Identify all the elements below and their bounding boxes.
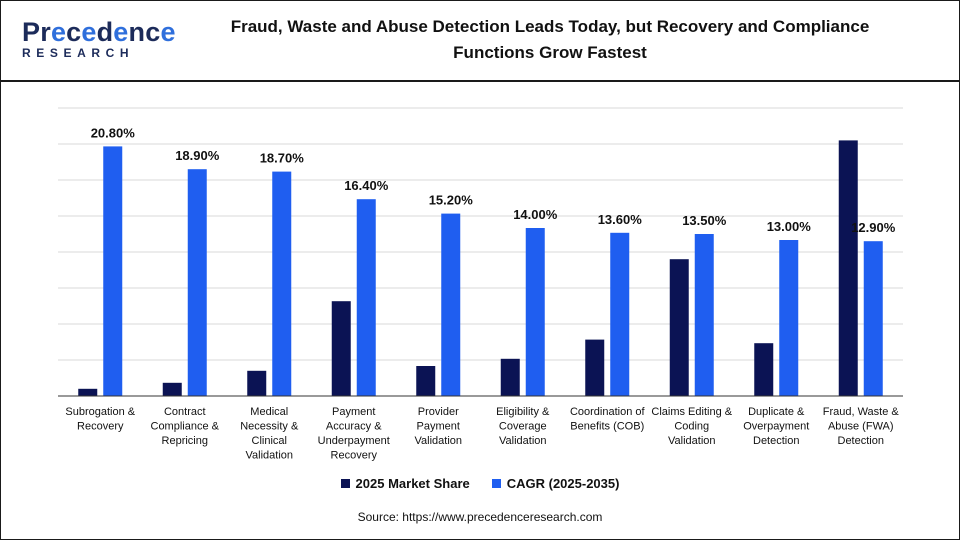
bar-market-share [78, 388, 98, 396]
category-label-line: Duplicate & [748, 406, 805, 418]
data-label-cagr: 14.00% [513, 207, 558, 222]
category-label: Claims Editing & Coding Validation [651, 406, 732, 447]
category-label-line: Recovery [331, 450, 378, 462]
bar-cagr [272, 171, 292, 396]
category-label-line: Benefits (COB) [570, 421, 644, 433]
bar-cagr [441, 213, 461, 396]
data-label-cagr: 20.80% [91, 125, 136, 140]
category-label-line: Coordination of [570, 406, 646, 418]
header-divider [0, 80, 960, 82]
category-label: Contract Compliance & Repricing [151, 406, 220, 447]
bar-market-share [247, 370, 267, 396]
category-label-line: Validation [668, 435, 716, 447]
category-label-line: Payment [417, 421, 460, 433]
category-label: Eligibility & Coverage Validation [496, 406, 550, 447]
category-label-line: Fraud, Waste & [823, 406, 900, 418]
category-label-line: Claims Editing & [651, 406, 732, 418]
gridlines [58, 107, 903, 361]
bars [78, 140, 883, 396]
category-label-line: Coverage [499, 421, 547, 433]
bar-cagr [694, 234, 714, 396]
bar-cagr [103, 146, 123, 396]
bar-market-share [500, 358, 520, 396]
category-label: Provider Payment Validation [415, 406, 463, 447]
category-label: Coordination of Benefits (COB) [570, 406, 646, 433]
category-label-line: Compliance & [151, 421, 220, 433]
legend-label-cagr: CAGR (2025-2035) [506, 476, 620, 491]
data-label-cagr: 13.50% [682, 213, 727, 228]
category-label: Subrogation & Recovery [65, 406, 135, 433]
bar-cagr [863, 241, 883, 396]
category-label-line: Accuracy & [326, 421, 382, 433]
value-labels: 20.80% 18.90% 18.70% 16.40% 15.20% 14.00% 13.6… [91, 125, 896, 235]
legend: 2025 Market Share CAGR (2025-2035) [0, 476, 960, 491]
data-label-cagr: 16.40% [344, 178, 389, 193]
bar-cagr [610, 232, 630, 396]
category-label-line: Overpayment [743, 421, 809, 433]
category-label-line: Coding [674, 421, 709, 433]
logo-text: Precedence [22, 17, 176, 47]
logo-subtext: RESEARCH [22, 46, 135, 60]
legend-item-market-share: 2025 Market Share [340, 476, 470, 491]
precedence-research-logo: Precedence RESEARCH [14, 16, 175, 64]
chart-title: Fraud, Waste and Abuse Detection Leads T… [170, 14, 930, 66]
bar-market-share [585, 339, 605, 396]
category-label-line: Detection [753, 435, 799, 447]
data-label-cagr: 15.20% [429, 193, 474, 208]
category-label-line: Repricing [162, 435, 208, 447]
bar-cagr [779, 240, 799, 396]
bar-cagr [525, 228, 545, 396]
bar-market-share [838, 140, 858, 396]
data-label-cagr: 12.90% [851, 220, 896, 235]
category-label-line: Detection [838, 435, 884, 447]
category-label-line: Payment [332, 406, 375, 418]
bar-cagr [187, 169, 207, 396]
data-label-cagr: 18.90% [175, 148, 220, 163]
category-labels: Subrogation & Recovery Contract Compliance … [65, 406, 899, 462]
bar-market-share [331, 301, 351, 396]
category-label-line: Validation [415, 435, 463, 447]
legend-swatch-cagr [491, 479, 501, 488]
category-label-line: Validation [246, 450, 294, 462]
data-label-cagr: 13.60% [598, 212, 643, 227]
category-label: Fraud, Waste & Abuse (FWA) Detection [823, 406, 900, 447]
category-label: Payment Accuracy & Underpayment Recovery [318, 406, 390, 462]
chart-title-line-2: Functions Grow Fastest [453, 43, 647, 62]
bar-cagr [356, 199, 376, 396]
source-note: Source: https://www.precedenceresearch.c… [357, 510, 603, 524]
bar-market-share [162, 382, 182, 396]
category-label-line: Subrogation & [65, 406, 135, 418]
bar-market-share [754, 343, 774, 396]
legend-swatch-market-share [340, 479, 350, 488]
category-label-line: Underpayment [318, 435, 390, 447]
category-label-line: Abuse (FWA) [828, 421, 894, 433]
bar-chart: 20.80% 18.90% 18.70% 16.40% 15.20% 14.00% 13.6… [58, 107, 903, 462]
category-label-line: Validation [499, 435, 547, 447]
legend-label-market-share: 2025 Market Share [355, 476, 470, 491]
category-label-line: Recovery [77, 421, 124, 433]
bar-market-share [416, 366, 436, 396]
category-label-line: Clinical [252, 435, 287, 447]
category-label-line: Contract [164, 406, 206, 418]
category-label-line: Provider [418, 406, 459, 418]
category-label-line: Medical [250, 406, 288, 418]
data-label-cagr: 13.00% [767, 219, 812, 234]
category-label-line: Necessity & [240, 421, 299, 433]
category-label: Duplicate & Overpayment Detection [743, 406, 809, 447]
bar-market-share [669, 259, 689, 396]
data-label-cagr: 18.70% [260, 151, 305, 166]
category-label: Medical Necessity & Clinical Validation [240, 406, 299, 462]
chart-title-line-1: Fraud, Waste and Abuse Detection Leads T… [230, 17, 870, 36]
legend-item-cagr: CAGR (2025-2035) [491, 476, 620, 491]
category-label-line: Eligibility & [496, 406, 550, 418]
